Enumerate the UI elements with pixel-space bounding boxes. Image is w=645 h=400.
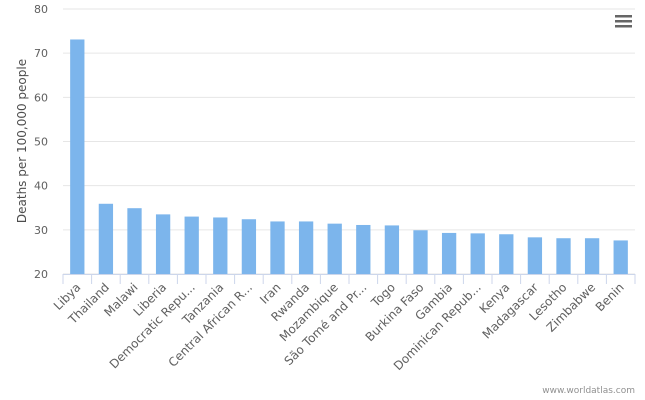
y-tick-label: 60 (34, 91, 48, 104)
bar (184, 216, 199, 274)
x-tick-label: Benin (593, 280, 627, 314)
bar (384, 225, 400, 274)
y-tick-label: 30 (34, 224, 48, 237)
credits: www.worldatlas.com (542, 386, 635, 396)
menu-button[interactable] (615, 15, 632, 28)
bar (613, 240, 628, 274)
bar (356, 224, 371, 274)
menu-line (615, 20, 632, 23)
bar (127, 208, 142, 274)
bar (98, 203, 114, 274)
bar (556, 238, 571, 274)
y-tick-label: 20 (34, 268, 48, 281)
y-tick-label: 80 (34, 3, 48, 16)
bar (270, 221, 285, 274)
bar (499, 234, 514, 274)
bar (527, 237, 543, 274)
bar (470, 233, 485, 274)
bar (413, 230, 428, 274)
bar (70, 39, 85, 274)
bar (327, 223, 342, 274)
menu-line (615, 25, 632, 28)
bar (441, 232, 457, 274)
bar (298, 221, 314, 274)
bar (213, 217, 228, 274)
bar (241, 219, 257, 274)
menu-line (615, 15, 632, 18)
y-axis-title: Deaths per 100,000 people (15, 59, 29, 223)
bar (155, 214, 171, 274)
bar (584, 238, 600, 274)
y-tick-label: 70 (34, 47, 48, 60)
y-tick-label: 50 (34, 136, 48, 149)
y-tick-label: 40 (34, 180, 48, 193)
